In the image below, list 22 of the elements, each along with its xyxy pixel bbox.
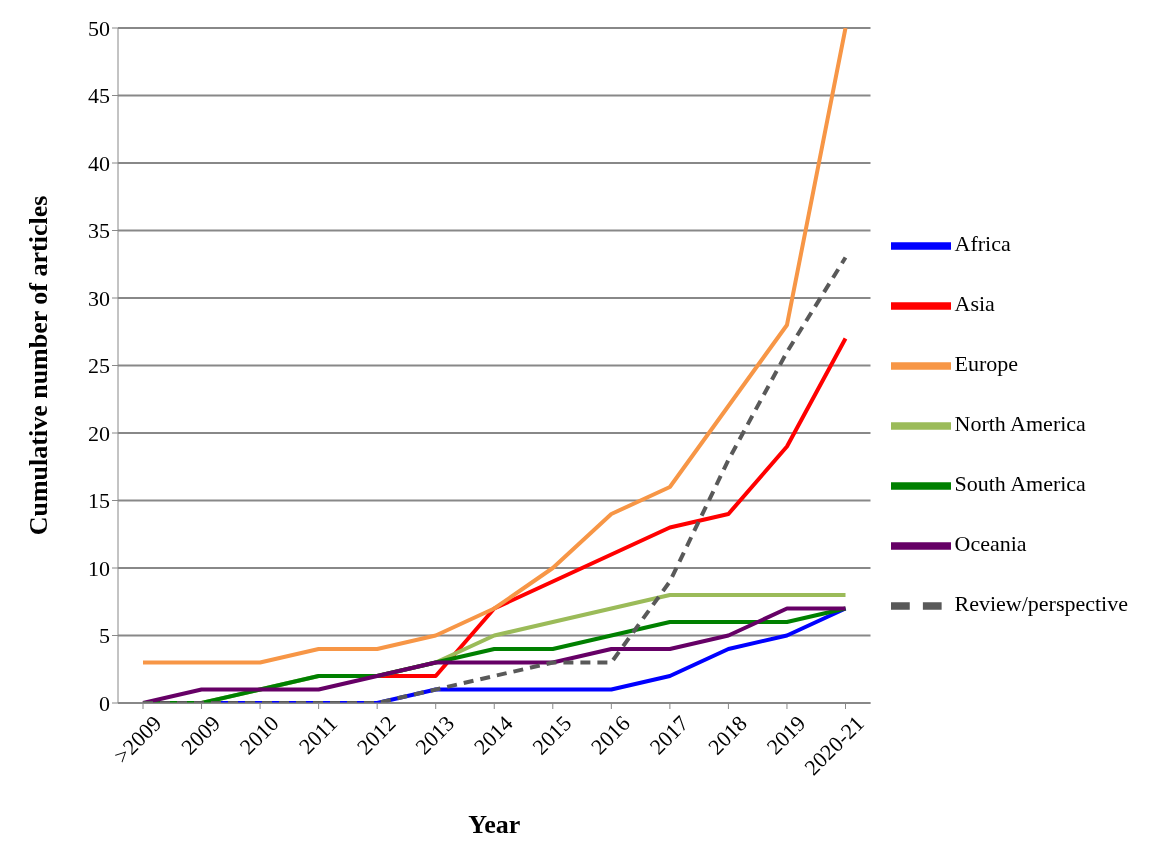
y-tick-label: 25 — [88, 353, 110, 379]
x-axis-title: Year — [468, 810, 521, 839]
y-axis-title: Cumulative number of articles — [24, 195, 54, 536]
legend-label: Africa — [954, 230, 1011, 256]
y-tick-label: 0 — [99, 690, 110, 716]
legend-label: Oceania — [954, 530, 1027, 556]
y-tick-label: 50 — [88, 15, 110, 41]
y-tick-label: 30 — [88, 285, 110, 311]
line-series — [141, 28, 848, 665]
y-tick-label: 45 — [88, 83, 110, 109]
y-tick-label: 20 — [88, 420, 110, 446]
y-tick-label: 40 — [88, 150, 110, 176]
y-tick-label: 35 — [88, 218, 110, 244]
y-tick-label: 15 — [88, 488, 110, 514]
y-tick-label: 5 — [99, 623, 110, 649]
legend-label: Review/perspective — [954, 590, 1128, 616]
legend-label: North America — [954, 410, 1086, 436]
legend-label: Europe — [954, 350, 1019, 376]
y-tick-label: 10 — [88, 555, 110, 581]
line-series — [141, 255, 848, 703]
legend-label: Asia — [954, 290, 995, 316]
legend-label: South America — [954, 470, 1086, 496]
